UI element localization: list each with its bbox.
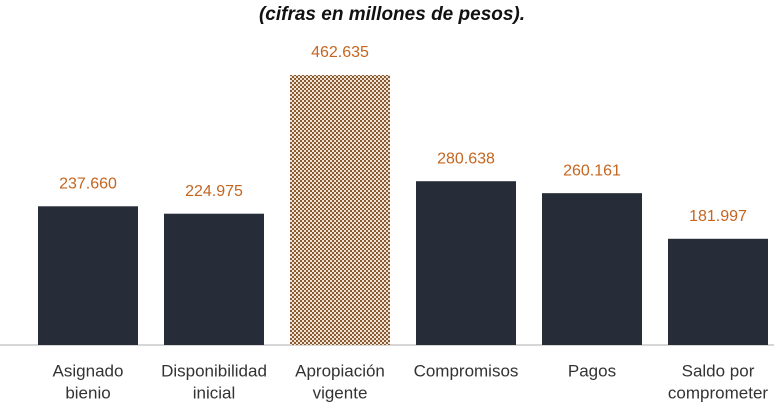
x-tick-label: comprometer [668,383,768,402]
x-tick-label: Compromisos [414,361,519,380]
value-label: 224.975 [185,183,243,200]
x-tick-label: inicial [193,383,236,402]
value-label: 260.161 [563,162,621,179]
value-label: 237.660 [59,176,117,193]
x-tick-label: Saldo por [682,361,755,380]
bar [542,193,642,345]
x-tick-label: Pagos [568,361,616,380]
bar [290,75,390,345]
x-tick-label: vigente [313,383,368,402]
bar [668,238,768,345]
bar [38,206,138,345]
value-label: 181.997 [689,208,747,225]
value-label: 280.638 [437,150,495,167]
x-tick-label: Asignado [53,361,124,380]
x-tick-label: Apropiación [295,361,385,380]
bar [416,181,516,345]
chart-title: (cifras en millones de pesos). [259,4,525,25]
x-tick-label: bienio [65,383,110,402]
value-label: 462.635 [311,44,369,61]
x-tick-label: Disponibilidad [161,361,267,380]
bar [164,213,264,345]
